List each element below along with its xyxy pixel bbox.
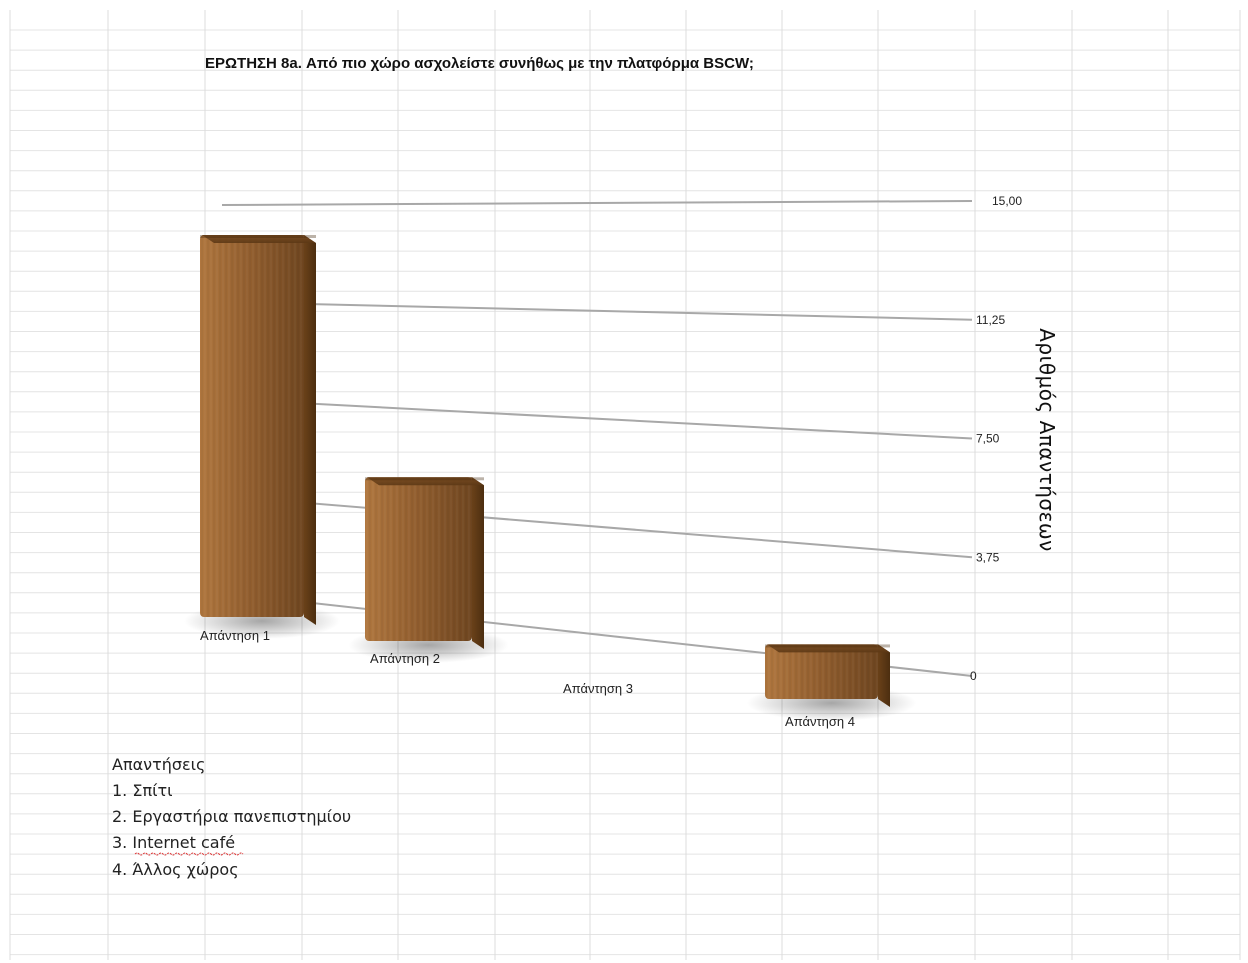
y-tick-label: 15,00 — [992, 194, 1022, 208]
bar — [765, 644, 890, 707]
gridline — [221, 495, 973, 559]
gridline — [221, 200, 973, 206]
legend-item-3: 3. Internet café — [112, 833, 235, 852]
chart-title: ΕΡΩΤΗΣΗ 8a. Από πιο χώρο ασχολείστε συνή… — [205, 55, 754, 72]
y-tick-label: 7,50 — [976, 432, 1000, 446]
category-label: Απάντηση 4 — [785, 714, 855, 729]
gridline — [221, 301, 973, 321]
chart-gridlines — [221, 200, 973, 677]
y-tick-label: 11,25 — [976, 313, 1005, 327]
y-tick-label: 0 — [970, 669, 977, 683]
legend-item-1: 1. Σπίτι — [112, 781, 173, 800]
legend-item-2: 2. Εργαστήρια πανεπιστημίου — [112, 807, 351, 826]
category-labels: Απάντηση 1 Απάντηση 2 Απάντηση 3 Απάντηση 4 — [200, 628, 855, 729]
bar — [365, 477, 484, 649]
y-axis-ticks: 0 3,75 7,50 11,25 15,00 — [970, 194, 1022, 683]
category-label: Απάντηση 1 — [200, 628, 270, 643]
bars — [200, 235, 890, 707]
bar — [200, 235, 316, 625]
gridline — [221, 398, 973, 440]
legend-item-4: 4. Άλλος χώρος — [112, 860, 239, 879]
legend-heading: Απαντήσεις — [112, 755, 205, 774]
legend: Απαντήσεις 1. Σπίτι 2. Εργαστήρια πανεπι… — [112, 755, 351, 879]
category-label: Απάντηση 2 — [370, 651, 440, 666]
spellcheck-underline — [134, 852, 244, 856]
y-tick-label: 3,75 — [976, 550, 1000, 564]
category-label: Απάντηση 3 — [563, 681, 633, 696]
y-axis-label: Αριθμός Απαντήσεων — [1035, 328, 1059, 552]
